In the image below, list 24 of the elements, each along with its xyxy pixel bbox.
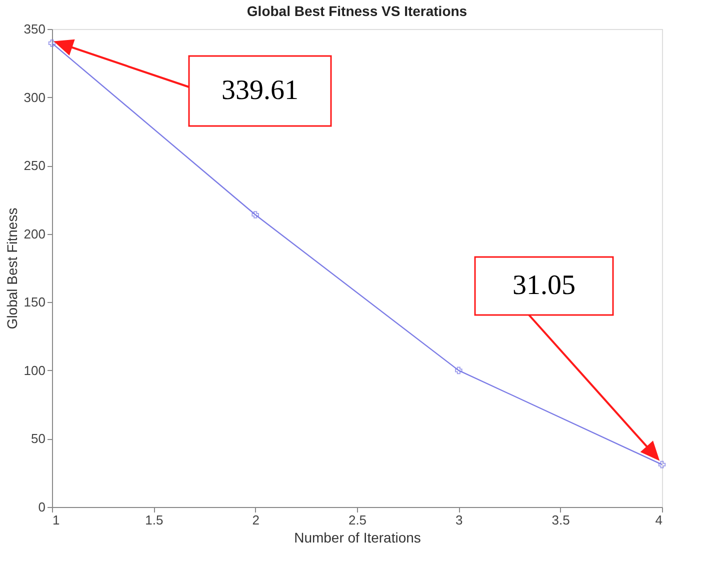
point <box>455 366 462 374</box>
y-axis-title: Global Best Fitness <box>4 208 20 330</box>
y-tick-label: 50 <box>31 431 46 446</box>
point <box>252 211 259 218</box>
y-tick-label: 0 <box>38 500 46 514</box>
point <box>658 460 666 468</box>
x-tick-label: 1.5 <box>145 512 164 528</box>
y-tick-label: 250 <box>24 158 46 174</box>
y-tick-label: 350 <box>24 22 46 36</box>
annotation: 339.61 <box>222 75 298 106</box>
x-tick-label: 2.5 <box>348 512 367 528</box>
y-tick-label: 150 <box>24 294 46 310</box>
y-tick-label: 100 <box>24 362 46 378</box>
annotation: 31.05 <box>512 270 576 301</box>
x-tick-label: 4 <box>655 512 662 528</box>
x-tick-label: 2 <box>252 512 260 528</box>
x-tick-label: 3.5 <box>552 512 570 528</box>
x-tick-label: 1 <box>52 512 60 528</box>
chart-title: Global Best Fitness VS Iterations <box>246 3 468 19</box>
y-tick-label: 200 <box>24 226 46 242</box>
x-axis-title: Number of Iterations <box>294 530 421 546</box>
x-tick-label: 3 <box>456 512 463 528</box>
y-tick-label: 300 <box>24 90 46 105</box>
point <box>48 40 56 47</box>
